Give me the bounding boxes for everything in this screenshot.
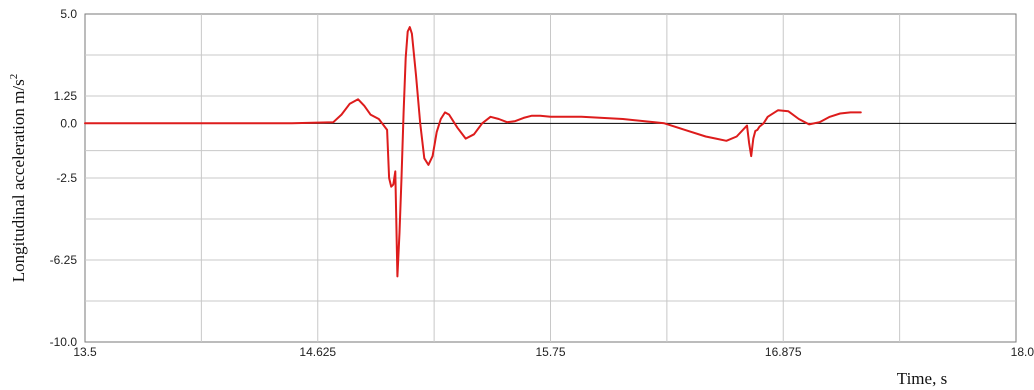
y-tick-label: 5.0 — [60, 7, 77, 21]
x-tick-label: 14.625 — [299, 345, 336, 359]
series-group — [84, 26, 862, 278]
x-tick-labels: 13.5 14.625 15.75 16.875 18.0 — [73, 345, 1034, 359]
y-axis-label: Longitudinal acceleration m/s2 — [8, 74, 28, 283]
x-tick-label: 18.0 — [1011, 345, 1034, 359]
grid-lines — [85, 14, 1016, 342]
x-axis-label: Time, s — [897, 369, 947, 388]
y-tick-label: -6.25 — [50, 253, 78, 267]
x-tick-label: 16.875 — [765, 345, 802, 359]
y-tick-label: 1.25 — [54, 89, 78, 103]
x-tick-label: 15.75 — [535, 345, 565, 359]
y-tick-labels: 5.0 1.25 0.0 -2.5 -6.25 -10.0 — [50, 7, 78, 349]
y-tick-label: -2.5 — [56, 171, 77, 185]
x-tick-label: 13.5 — [73, 345, 97, 359]
y-tick-label: 0.0 — [60, 116, 77, 130]
series-line — [84, 26, 862, 278]
y-tick-label: -10.0 — [50, 335, 78, 349]
